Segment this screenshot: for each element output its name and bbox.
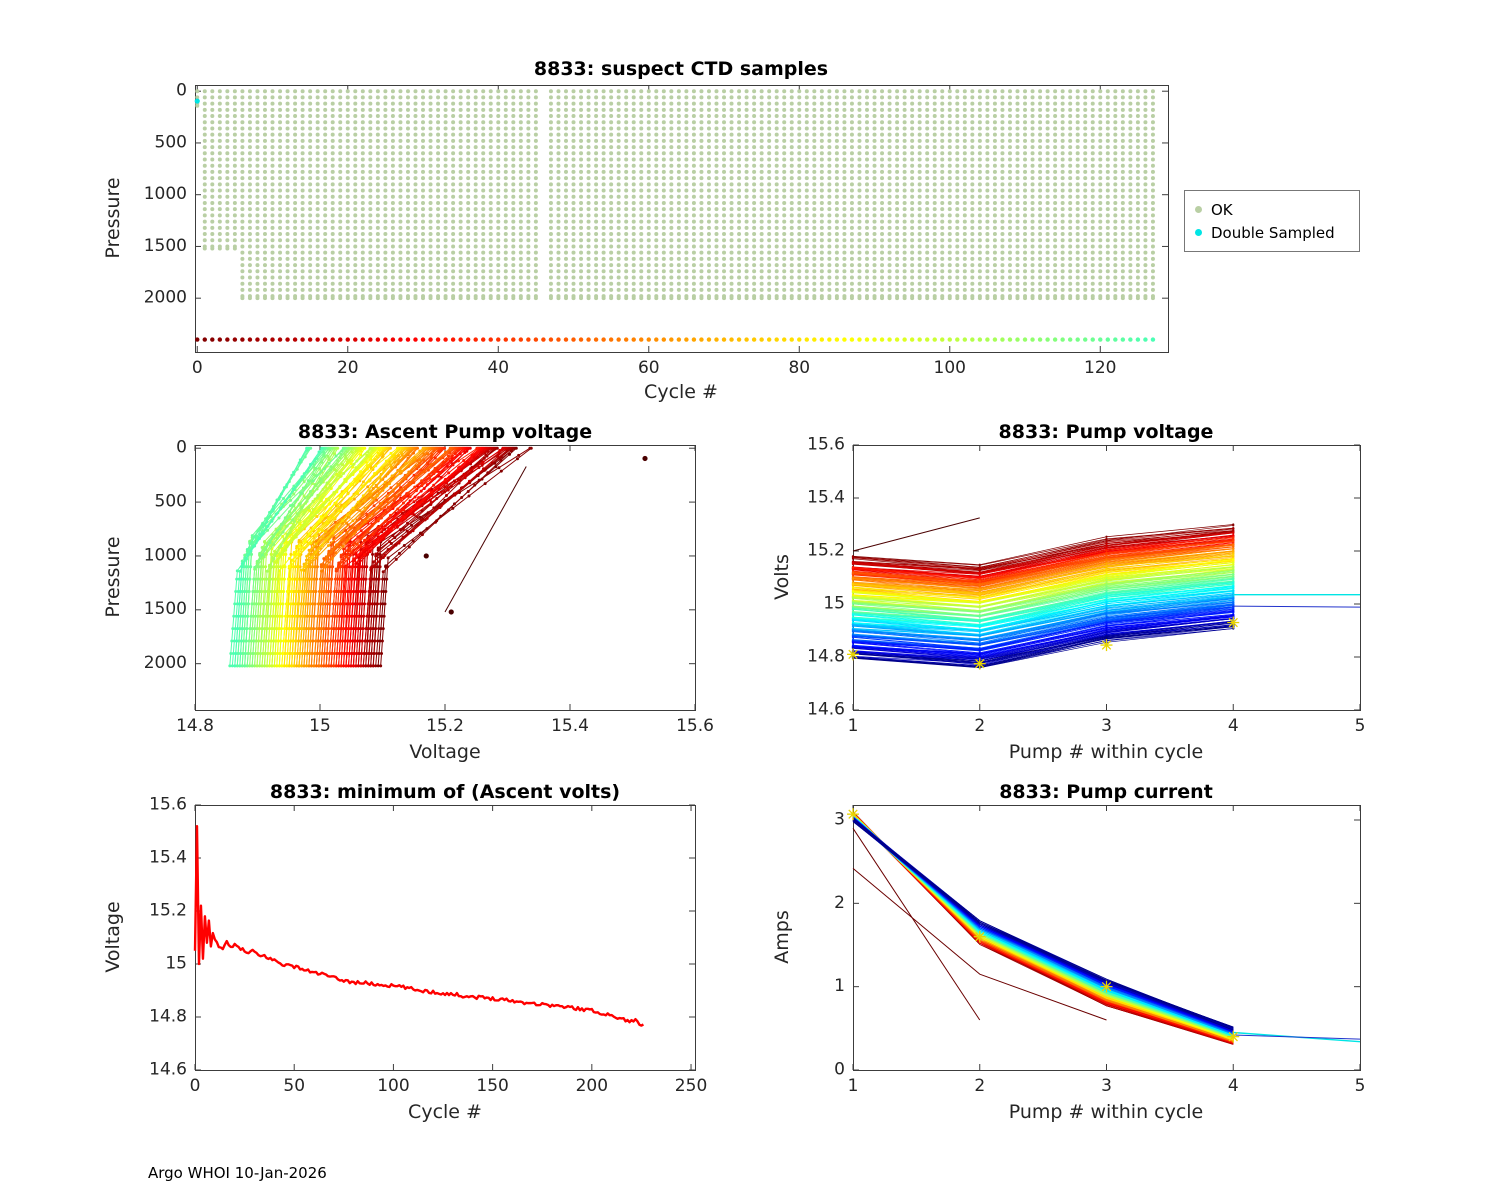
- xlabel-pump-current: Pump # within cycle: [1008, 1101, 1204, 1123]
- ylabel-pump-current: Amps: [771, 910, 793, 964]
- chart-title-ascent-pump-voltage: 8833: Ascent Pump voltage: [297, 421, 593, 443]
- legend-item-ok: OK: [1195, 198, 1349, 221]
- legend-item-double-sampled: Double Sampled: [1195, 221, 1349, 244]
- xlabel-suspect-ctd: Cycle #: [644, 381, 718, 403]
- ylabel-suspect-ctd: Pressure: [102, 177, 124, 259]
- chart-title-pump-voltage: 8833: Pump voltage: [998, 421, 1214, 443]
- chart-title-min-ascent-volts: 8833: minimum of (Ascent volts): [269, 781, 621, 803]
- xlabel-ascent-pump-voltage: Voltage: [409, 741, 481, 763]
- footer-text: Argo WHOI 10-Jan-2026: [148, 1164, 327, 1182]
- xlabel-min-ascent-volts: Cycle #: [408, 1101, 482, 1123]
- ylabel-pump-voltage: Volts: [771, 554, 793, 600]
- double-sampled-marker-icon: [1195, 229, 1202, 236]
- ylabel-ascent-pump-voltage: Pressure: [102, 536, 124, 618]
- chart-title-pump-current: 8833: Pump current: [999, 781, 1213, 803]
- xlabel-pump-voltage: Pump # within cycle: [1008, 741, 1204, 763]
- chart-title-suspect-ctd: 8833: suspect CTD samples: [533, 58, 829, 80]
- legend: OK Double Sampled: [1184, 190, 1360, 252]
- ylabel-min-ascent-volts: Voltage: [102, 901, 124, 973]
- legend-label-ok: OK: [1211, 200, 1233, 219]
- legend-label-double-sampled: Double Sampled: [1211, 223, 1335, 242]
- ok-marker-icon: [1195, 206, 1202, 213]
